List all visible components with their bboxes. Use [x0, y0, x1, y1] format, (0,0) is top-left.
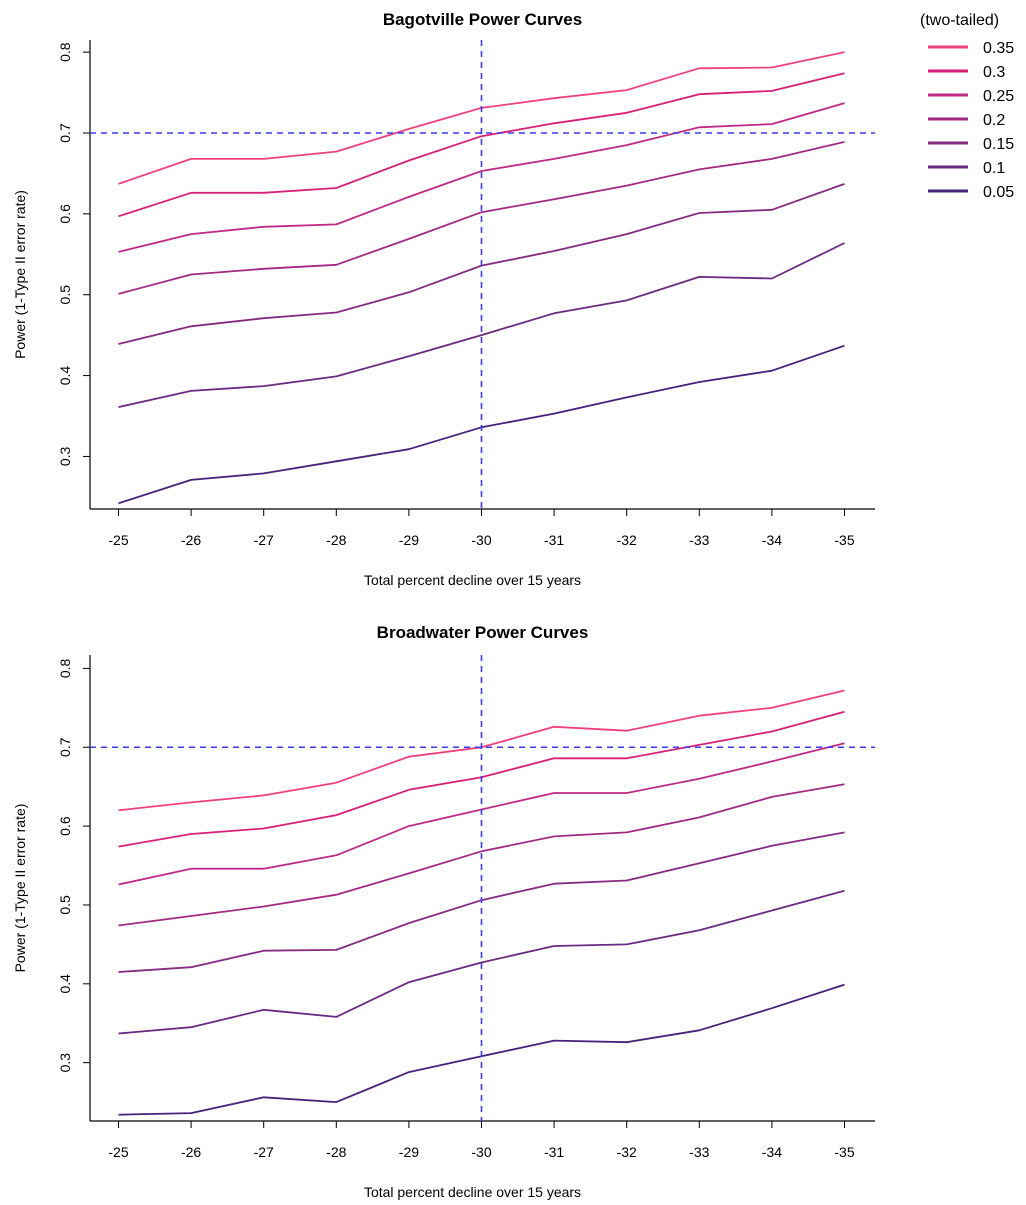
- x-tick-label: -32: [617, 532, 637, 548]
- series-line-0-1: [118, 889, 845, 1035]
- x-tick-label: -27: [254, 1144, 274, 1160]
- x-tick-label: -31: [544, 1144, 564, 1160]
- x-tick-label: -30: [471, 532, 491, 548]
- y-tick-label: 0.8: [57, 42, 73, 62]
- y-tick-label: 0.4: [57, 974, 73, 994]
- x-tick-label: -25: [108, 532, 128, 548]
- x-tick-label: -35: [834, 532, 854, 548]
- x-tick-label: -33: [689, 532, 709, 548]
- x-tick-label: -27: [254, 532, 274, 548]
- y-tick-label: 0.3: [57, 446, 73, 466]
- legend-label: 0.25: [983, 88, 1014, 105]
- series-line-0-3: [118, 72, 845, 218]
- series-line-0-25: [118, 102, 845, 253]
- legend-label: 0.2: [983, 112, 1005, 129]
- broadwater-chart: Broadwater Power Curves -25 -26 -27 -28 -29 -3…: [12, 623, 875, 1200]
- y-tick-label: 0.6: [57, 204, 73, 224]
- legend-label: 0.3: [983, 64, 1005, 81]
- y-tick-label: 0.5: [57, 285, 73, 305]
- y-tick-label: 0.7: [57, 737, 73, 757]
- y-axis-title: Power (1-Type II error rate): [12, 804, 28, 973]
- y-tick-label: 0.5: [57, 895, 73, 915]
- x-tick-label: -33: [689, 1144, 709, 1160]
- series-line-0-2: [118, 783, 845, 927]
- legend: (two-tailed) 0.35 0.3 0.25 0.2 0.15 0.1 0.05: [920, 12, 1014, 201]
- x-tick-label: -29: [399, 1144, 419, 1160]
- y-tick-label: 0.7: [57, 123, 73, 143]
- legend-label: 0.15: [983, 136, 1014, 153]
- x-tick-label: -32: [617, 1144, 637, 1160]
- x-tick-label: -28: [326, 532, 346, 548]
- x-tick-label: -29: [399, 532, 419, 548]
- x-tick-label: -31: [544, 532, 564, 548]
- series-line-0-05: [118, 344, 845, 505]
- series-line-0-1: [118, 242, 845, 408]
- x-tick-label: -25: [108, 1144, 128, 1160]
- y-tick-label: 0.3: [57, 1053, 73, 1073]
- x-tick-label: -35: [834, 1144, 854, 1160]
- legend-title: (two-tailed): [920, 12, 999, 29]
- chart-title: Broadwater Power Curves: [377, 623, 589, 642]
- y-tick-label: 0.6: [57, 816, 73, 836]
- y-tick-label: 0.4: [57, 366, 73, 386]
- legend-label: 0.35: [983, 40, 1014, 57]
- series-line-0-2: [118, 141, 845, 295]
- x-tick-label: -30: [471, 1144, 491, 1160]
- y-axis-title: Power (1-Type II error rate): [12, 190, 28, 359]
- legend-label: 0.05: [983, 184, 1014, 201]
- x-tick-label: -26: [181, 1144, 201, 1160]
- x-axis-title: Total percent decline over 15 years: [364, 1184, 581, 1200]
- x-axis-title: Total percent decline over 15 years: [364, 572, 581, 588]
- bagotville-chart: Bagotville Power Curves -25 -26 -27 -28 -29 -3…: [12, 10, 875, 588]
- x-tick-label: -28: [326, 1144, 346, 1160]
- x-tick-label: -34: [762, 1144, 782, 1160]
- y-tick-label: 0.8: [57, 658, 73, 678]
- chart-title: Bagotville Power Curves: [383, 10, 582, 29]
- legend-label: 0.1: [983, 160, 1005, 177]
- x-tick-label: -34: [762, 532, 782, 548]
- x-tick-label: -26: [181, 532, 201, 548]
